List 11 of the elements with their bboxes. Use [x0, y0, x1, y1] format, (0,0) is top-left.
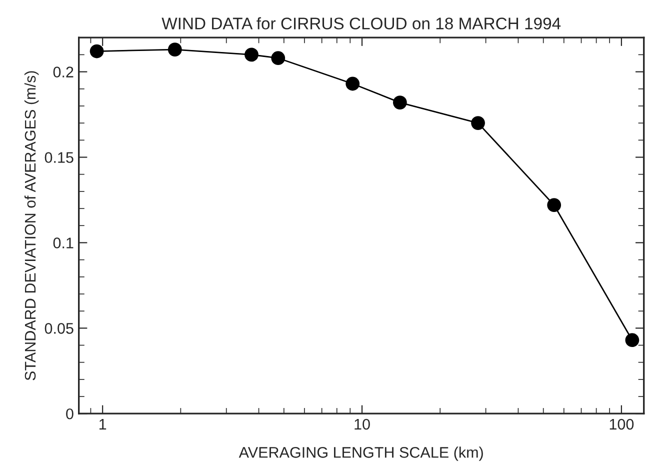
y-tick-label: 0	[66, 408, 74, 420]
x-tick-label: 100	[610, 418, 634, 430]
y-tick-label: 0.2	[53, 66, 74, 78]
x-tick-label: 10	[354, 418, 370, 430]
y-tick-label: 0.15	[44, 152, 74, 163]
x-tick-label: 1	[100, 419, 106, 430]
y-axis-title: STANDARD DEVIATION of AVERAGES (m/s)	[24, 71, 39, 380]
y-tick-label: 0.05	[44, 323, 74, 334]
chart-title: WIND DATA for CIRRUS CLOUD on 18 MARCH 1994	[162, 17, 561, 30]
y-tick-label: 0.1	[53, 238, 74, 248]
x-axis-title: AVERAGING LENGTH SCALE (km)	[238, 446, 483, 461]
